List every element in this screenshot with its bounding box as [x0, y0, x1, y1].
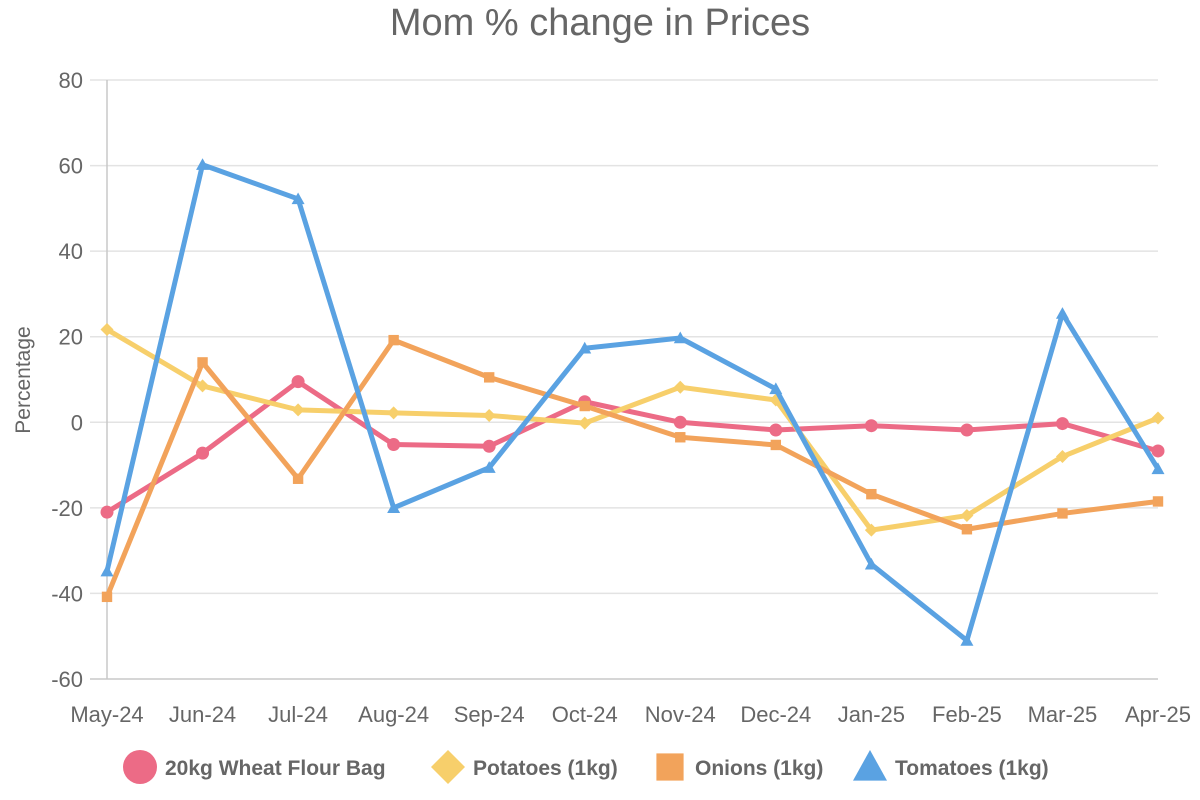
data-point: [673, 331, 687, 344]
y-tick-label: 20: [59, 325, 83, 350]
legend[interactable]: 20kg Wheat Flour Bag Potatoes (1kg) Onions…: [123, 750, 1049, 784]
data-point: [578, 341, 592, 354]
series-3: [100, 158, 1165, 646]
legend-label: Tomatoes (1kg): [895, 757, 1049, 780]
x-tick-label: Feb-25: [932, 702, 1002, 727]
y-tick-label: 40: [59, 239, 83, 264]
data-point: [1152, 496, 1164, 507]
x-tick-label: Jan-25: [838, 702, 905, 727]
y-tick-labels: -60 -40 -20 0 20 40 60 80: [51, 68, 83, 692]
data-point: [960, 423, 974, 437]
series-2: [101, 334, 1164, 603]
data-point: [864, 557, 878, 570]
x-tick-label: Aug-24: [358, 702, 429, 727]
data-point: [196, 446, 210, 460]
legend-marker: [853, 750, 887, 781]
x-tick-label: Nov-24: [645, 702, 716, 727]
data-point: [483, 372, 495, 383]
data-point: [579, 400, 590, 412]
data-point: [675, 432, 686, 443]
data-point: [482, 439, 496, 453]
data-point: [100, 505, 114, 519]
series-line: [104, 162, 1161, 643]
legend-label: 20kg Wheat Flour Bag: [165, 757, 386, 780]
data-point: [960, 509, 974, 523]
series-1: [100, 322, 1165, 537]
data-point: [1055, 450, 1069, 464]
series-0: [100, 375, 1165, 519]
x-tick-label: Dec-24: [740, 702, 811, 727]
legend-item[interactable]: 20kg Wheat Flour Bag: [123, 750, 386, 784]
x-tick-labels: May-24 Jun-24 Jul-24 Aug-24 Sep-24 Oct-24 Nov-…: [70, 702, 1191, 727]
legend-label: Onions (1kg): [695, 757, 823, 780]
x-tick-label: Apr-25: [1125, 702, 1191, 727]
data-point: [1055, 307, 1069, 319]
data-point: [291, 192, 305, 205]
data-point: [1055, 417, 1069, 431]
data-point: [1151, 411, 1165, 425]
data-point: [864, 419, 878, 433]
data-point: [769, 423, 783, 437]
x-tick-label: May-24: [70, 702, 143, 727]
data-point: [292, 473, 304, 484]
axes: [90, 80, 1158, 680]
legend-item[interactable]: Onions (1kg): [656, 753, 823, 781]
data-point: [578, 416, 592, 430]
chart-title: Mom % change in Prices: [390, 2, 810, 44]
series-line: [104, 337, 1161, 600]
gridlines: [90, 79, 1158, 595]
data-point: [770, 439, 782, 451]
legend-marker: [656, 753, 684, 781]
data-point: [388, 334, 399, 346]
data-point: [387, 406, 401, 420]
data-point: [673, 415, 687, 429]
series-lines: [100, 158, 1165, 646]
data-point: [482, 461, 496, 473]
y-tick-label: 60: [59, 154, 83, 179]
data-point: [196, 379, 210, 393]
data-point: [291, 375, 305, 389]
y-tick-label: -60: [51, 667, 83, 692]
data-point: [673, 380, 687, 394]
data-point: [769, 382, 783, 395]
y-tick-label: -20: [51, 496, 83, 521]
data-point: [387, 501, 401, 514]
data-point: [1057, 508, 1068, 519]
y-tick-label: -40: [51, 581, 83, 606]
data-point: [1151, 444, 1165, 458]
y-tick-label: 0: [71, 410, 83, 435]
data-point: [482, 408, 496, 422]
data-point: [291, 403, 305, 417]
legend-item[interactable]: Tomatoes (1kg): [853, 750, 1049, 781]
data-point: [101, 591, 113, 603]
legend-marker: [123, 750, 157, 784]
legend-marker: [431, 750, 465, 784]
data-point: [197, 357, 208, 368]
data-point: [1151, 462, 1165, 475]
y-tick-label: 80: [59, 68, 83, 93]
data-point: [100, 322, 114, 336]
x-tick-label: Sep-24: [454, 702, 525, 727]
data-point: [961, 524, 973, 535]
series-line: [104, 326, 1161, 533]
legend-label: Potatoes (1kg): [473, 757, 618, 780]
series-line: [104, 379, 1161, 515]
x-tick-label: Oct-24: [552, 702, 618, 727]
data-point: [196, 158, 210, 170]
data-point: [864, 523, 878, 537]
x-tick-label: Jun-24: [169, 702, 236, 727]
data-point: [387, 438, 401, 452]
x-tick-label: Jul-24: [268, 702, 328, 727]
legend-item[interactable]: Potatoes (1kg): [431, 750, 618, 784]
data-point: [100, 564, 114, 577]
x-tick-label: Mar-25: [1028, 702, 1098, 727]
data-point: [960, 633, 974, 646]
y-axis-label: Percentage: [12, 326, 35, 433]
data-point: [866, 488, 877, 500]
